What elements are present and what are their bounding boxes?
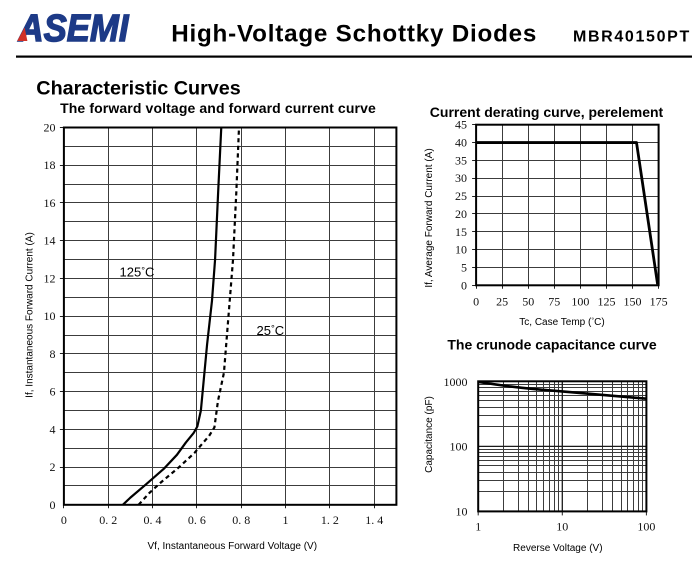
svg-text:0: 0	[50, 498, 56, 512]
svg-text:100: 100	[450, 439, 468, 453]
svg-text:4: 4	[50, 422, 56, 436]
svg-text:100: 100	[571, 295, 589, 309]
svg-text:High-Voltage Schottky Diodes: High-Voltage Schottky Diodes	[171, 21, 537, 48]
svg-text:8: 8	[50, 347, 56, 361]
svg-text:If, Average Forward Current (A: If, Average Forward Current (A)	[424, 148, 435, 287]
svg-text:The crunode capacitance curve: The crunode capacitance curve	[447, 337, 657, 353]
svg-text:175: 175	[650, 295, 668, 309]
svg-text:0: 0	[473, 295, 479, 309]
svg-text:150: 150	[624, 295, 642, 309]
svg-text:If, Instantaneous Forward Curr: If, Instantaneous Forward Current (A)	[25, 232, 36, 398]
svg-text:0. 4: 0. 4	[144, 513, 162, 527]
svg-text:50: 50	[522, 295, 534, 309]
svg-text:20: 20	[455, 207, 467, 221]
svg-text:125: 125	[597, 295, 615, 309]
svg-text:10: 10	[455, 243, 467, 257]
svg-text:The forward voltage and forwar: The forward voltage and forward current …	[60, 100, 376, 116]
svg-text:Vf, Instantaneous Forward Volt: Vf, Instantaneous Forward Voltage (V)	[148, 541, 318, 552]
svg-text:1: 1	[475, 519, 481, 533]
svg-text:6: 6	[50, 385, 56, 399]
svg-text:0. 2: 0. 2	[99, 513, 117, 527]
svg-text:Capacitance (pF): Capacitance (pF)	[424, 396, 435, 473]
svg-text:10: 10	[44, 309, 56, 323]
svg-text:2: 2	[50, 460, 56, 474]
svg-text:20: 20	[44, 121, 56, 135]
svg-text:0. 8: 0. 8	[232, 513, 250, 527]
svg-text:Current derating curve, perele: Current derating curve, perelement	[430, 104, 664, 120]
svg-text:125°C: 125°C	[120, 265, 155, 280]
svg-text:Reverse Voltage (V): Reverse Voltage (V)	[513, 543, 603, 554]
svg-text:0. 6: 0. 6	[188, 513, 206, 527]
svg-text:ASEMI: ASEMI	[18, 8, 130, 50]
svg-text:14: 14	[44, 234, 56, 248]
svg-text:45: 45	[455, 118, 467, 132]
svg-text:75: 75	[548, 295, 560, 309]
svg-text:1: 1	[283, 513, 289, 527]
svg-text:5: 5	[461, 260, 467, 274]
svg-text:16: 16	[44, 196, 56, 210]
svg-text:Tc, Case Temp (°C): Tc, Case Temp (°C)	[519, 317, 604, 328]
svg-text:30: 30	[455, 171, 467, 185]
svg-text:0: 0	[61, 513, 67, 527]
svg-text:12: 12	[44, 271, 56, 285]
svg-text:15: 15	[455, 225, 467, 239]
svg-text:25°C: 25°C	[257, 323, 285, 338]
svg-text:MBR40150PT: MBR40150PT	[573, 28, 691, 45]
svg-text:40: 40	[455, 136, 467, 150]
svg-text:25: 25	[496, 295, 508, 309]
svg-text:35: 35	[455, 153, 467, 167]
svg-text:1. 2: 1. 2	[321, 513, 339, 527]
svg-text:10: 10	[456, 504, 468, 518]
svg-text:100: 100	[637, 519, 655, 533]
svg-text:Characteristic Curves: Characteristic Curves	[36, 78, 241, 100]
svg-text:25: 25	[455, 189, 467, 203]
svg-text:10: 10	[556, 519, 568, 533]
svg-text:0: 0	[461, 278, 467, 292]
svg-text:18: 18	[44, 158, 56, 172]
svg-text:1. 4: 1. 4	[365, 513, 383, 527]
svg-text:1000: 1000	[444, 375, 468, 389]
